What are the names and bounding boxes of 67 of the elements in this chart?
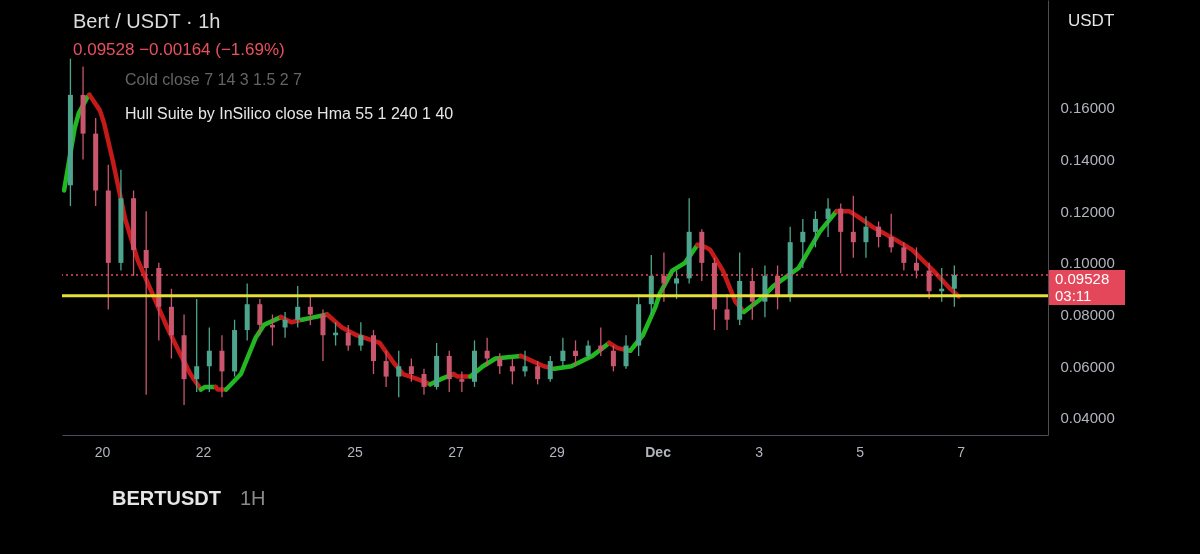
- y-tick-label: 0.04000: [1060, 409, 1115, 427]
- annotation: Hull Suite by InSilico close Hma 55 1 240 1 40: [125, 105, 454, 122]
- candlestick: [535, 360, 541, 385]
- x-tick-label: 25: [347, 443, 364, 460]
- candlestick: [295, 285, 301, 329]
- candlestick: [825, 197, 831, 238]
- annotation: Cold close 7 14 3 1.5 2 7: [125, 71, 303, 88]
- candlestick: [307, 295, 313, 326]
- candlestick: [913, 246, 919, 280]
- candlestick: [623, 334, 629, 370]
- text: 0.09528 −0.00164 (−1.69%): [73, 40, 285, 59]
- y-tick-label: 0.08000: [1060, 306, 1115, 324]
- candlestick: [446, 350, 452, 393]
- text: 1H: [240, 487, 266, 509]
- y-tick-label: 0.12000: [1060, 202, 1115, 220]
- candlestick: [610, 344, 616, 373]
- candlestick: [901, 241, 907, 272]
- candlestick: [800, 218, 806, 269]
- candlestick: [497, 352, 503, 375]
- y-tick-label: 0.14000: [1060, 150, 1115, 168]
- candlestick: [573, 339, 579, 367]
- candlestick: [484, 337, 490, 367]
- candlestick: [585, 339, 591, 360]
- x-tick-label: 5: [856, 443, 865, 460]
- candlestick: [358, 321, 364, 352]
- x-tick-label: Dec: [645, 443, 672, 460]
- text: USDT: [1068, 11, 1115, 30]
- candlestick: [888, 213, 894, 254]
- ref-line-label: 0.09528 03:11: [1055, 270, 1110, 305]
- candlestick: [257, 298, 263, 336]
- candlestick: [408, 357, 414, 383]
- candlestick: [206, 326, 212, 393]
- candlestick: [674, 269, 680, 300]
- candlestick: [661, 251, 667, 303]
- y-tick-label: 0.16000: [1060, 99, 1115, 117]
- candlestick: [838, 202, 844, 274]
- candlestick: [850, 195, 856, 259]
- candlestick: [383, 350, 389, 388]
- candlestick: [421, 368, 427, 396]
- candlestick: [522, 350, 528, 378]
- text: Bert / USDT · 1h: [73, 10, 221, 32]
- candlestick: [345, 324, 351, 352]
- candlestick: [926, 262, 932, 300]
- x-tick-label: 22: [195, 443, 212, 460]
- x-tick-label: 20: [94, 443, 111, 460]
- candlestick: [396, 350, 402, 398]
- candlestick: [598, 326, 604, 357]
- x-tick-label: 29: [549, 443, 566, 460]
- candlestick: [459, 370, 465, 393]
- candlestick: [219, 334, 225, 398]
- y-tick-label: 0.06000: [1060, 357, 1115, 375]
- candlestick: [863, 215, 869, 259]
- x-tick-label: 3: [755, 443, 764, 460]
- candlestick: [509, 357, 515, 385]
- candlestick: [876, 220, 882, 248]
- candlestick: [547, 355, 553, 383]
- candlestick: [812, 210, 818, 248]
- y-tick-label: 0.10000: [1060, 254, 1115, 272]
- candlestick: [951, 264, 957, 308]
- x-tick-label: 7: [957, 443, 966, 460]
- text: BERTUSDT: [112, 487, 221, 509]
- candlestick: [143, 210, 149, 396]
- x-tick-label: 27: [448, 443, 465, 460]
- candlestick: [320, 308, 326, 362]
- candlestick: [560, 337, 566, 367]
- candlestick: [194, 298, 200, 393]
- candlestick: [282, 311, 288, 339]
